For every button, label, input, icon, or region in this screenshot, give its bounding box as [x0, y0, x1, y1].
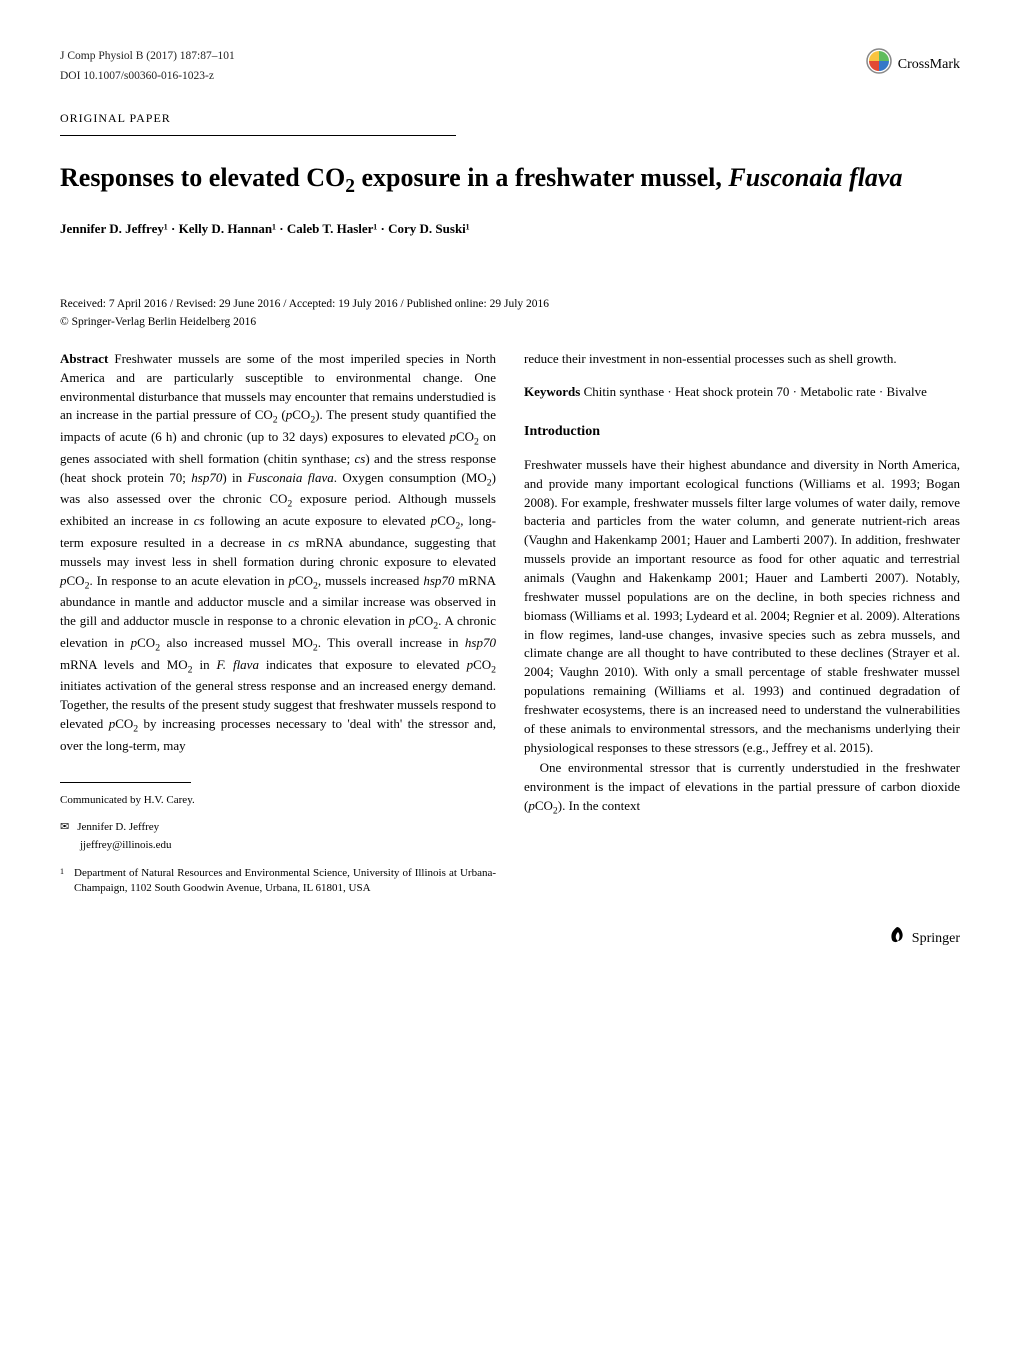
crossmark-icon	[866, 48, 892, 81]
footer-rule	[60, 782, 191, 783]
keywords-label: Keywords	[524, 384, 580, 399]
springer-label: Springer	[912, 929, 960, 949]
authors: Jennifer D. Jeffrey¹ · Kelly D. Hannan¹ …	[60, 220, 960, 238]
crossmark-label: CrossMark	[898, 55, 960, 75]
envelope-icon: ✉	[60, 820, 69, 836]
page-title: Responses to elevated CO2 exposure in a …	[60, 162, 960, 200]
abstract-text: Freshwater mussels are some of the most …	[60, 351, 496, 753]
affiliation: 1 Department of Natural Resources and En…	[60, 866, 496, 896]
title-species: Fusconaia flava	[728, 163, 902, 192]
copyright: © Springer-Verlag Berlin Heidelberg 2016	[60, 314, 960, 330]
title-part-2: exposure in a freshwater mussel,	[355, 163, 728, 192]
affil-number: 1	[60, 866, 64, 896]
left-footer: Communicated by H.V. Carey. ✉ Jennifer D…	[60, 782, 496, 897]
paper-type: ORIGINAL PAPER	[60, 110, 960, 127]
keywords-block: Keywords Chitin synthase · Heat shock pr…	[524, 383, 960, 402]
journal-line: J Comp Physiol B (2017) 187:87–101	[60, 48, 960, 64]
corr-email: jjeffrey@illinois.edu	[80, 838, 496, 854]
abstract-continued: reduce their investment in non-essential…	[524, 350, 960, 369]
intro-heading: Introduction	[524, 422, 960, 442]
left-column: Abstract Freshwater mussels are some of …	[60, 350, 496, 896]
affil-text: Department of Natural Resources and Envi…	[74, 866, 496, 896]
crossmark-badge[interactable]: CrossMark	[866, 48, 960, 81]
springer-icon	[888, 926, 906, 951]
title-part-1: Responses to elevated CO	[60, 163, 345, 192]
abstract-paragraph: Abstract Freshwater mussels are some of …	[60, 350, 496, 756]
intro-p1: Freshwater mussels have their highest ab…	[524, 456, 960, 758]
corr-name: Jennifer D. Jeffrey	[77, 820, 159, 836]
intro-p2: One environmental stressor that is curre…	[524, 759, 960, 818]
keywords-text: Chitin synthase · Heat shock protein 70 …	[584, 384, 927, 399]
title-sub: 2	[345, 176, 355, 197]
title-rule	[60, 135, 456, 136]
springer-footer: Springer	[60, 926, 960, 951]
communicated-by: Communicated by H.V. Carey.	[60, 793, 496, 809]
right-column: reduce their investment in non-essential…	[524, 350, 960, 896]
journal-header: J Comp Physiol B (2017) 187:87–101 DOI 1…	[60, 48, 960, 84]
article-dates: Received: 7 April 2016 / Revised: 29 Jun…	[60, 296, 960, 312]
abstract-label: Abstract	[60, 351, 108, 366]
doi-line: DOI 10.1007/s00360-016-1023-z	[60, 68, 960, 84]
corresponding-author: ✉ Jennifer D. Jeffrey	[60, 820, 496, 836]
two-column-body: Abstract Freshwater mussels are some of …	[60, 350, 960, 896]
